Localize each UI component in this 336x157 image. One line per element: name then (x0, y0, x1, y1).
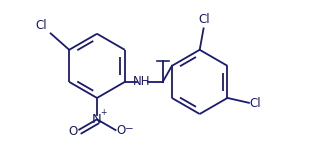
Text: −: − (125, 124, 134, 134)
Text: Cl: Cl (250, 97, 261, 110)
Text: Cl: Cl (199, 14, 210, 27)
Text: Cl: Cl (35, 19, 47, 32)
Text: O: O (68, 125, 77, 138)
Text: O: O (117, 124, 126, 137)
Text: +: + (100, 108, 107, 117)
Text: NH: NH (133, 75, 150, 88)
Text: N: N (92, 113, 102, 126)
